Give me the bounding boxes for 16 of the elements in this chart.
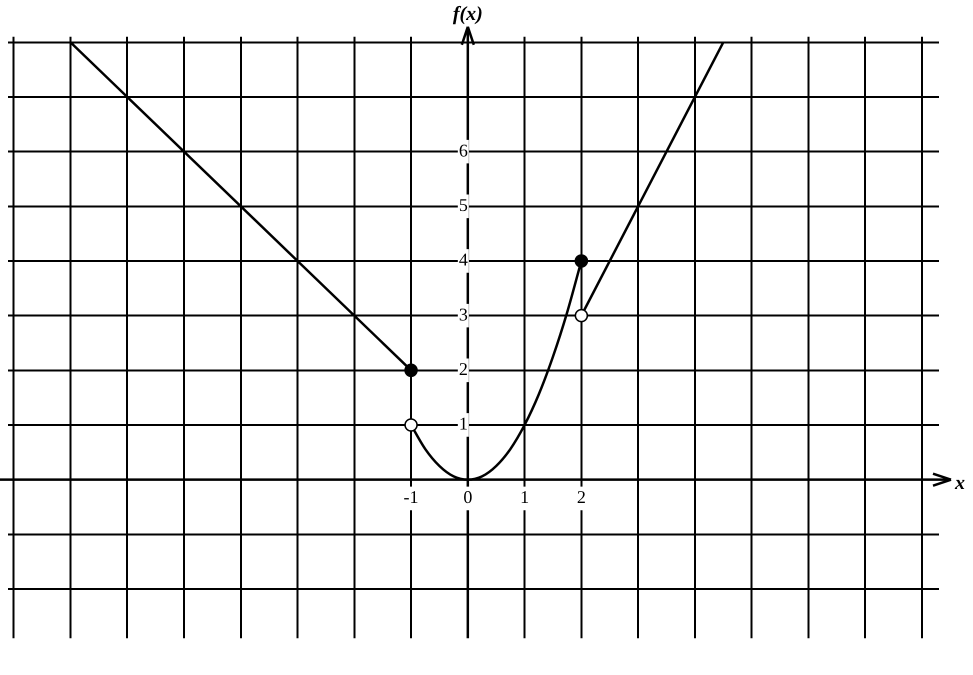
y-tick-label: 5	[458, 195, 468, 216]
y-axis-title: f(x)	[452, 2, 483, 25]
point	[404, 364, 418, 378]
x-tick-label: 1	[520, 487, 530, 508]
point	[404, 418, 418, 432]
y-tick-label: 1	[458, 414, 468, 434]
point	[574, 254, 588, 268]
y-tick-label: 3	[458, 304, 468, 324]
x-axis-title: x	[954, 472, 965, 494]
point	[574, 308, 588, 322]
x-tick-label: 0	[463, 487, 472, 508]
y-tick-label: 6	[458, 140, 468, 160]
x-tick-label: 2	[576, 487, 586, 508]
x-tick-label: -1	[404, 487, 419, 508]
y-tick-label: 2	[458, 359, 468, 380]
y-tick-label: 4	[458, 250, 468, 270]
